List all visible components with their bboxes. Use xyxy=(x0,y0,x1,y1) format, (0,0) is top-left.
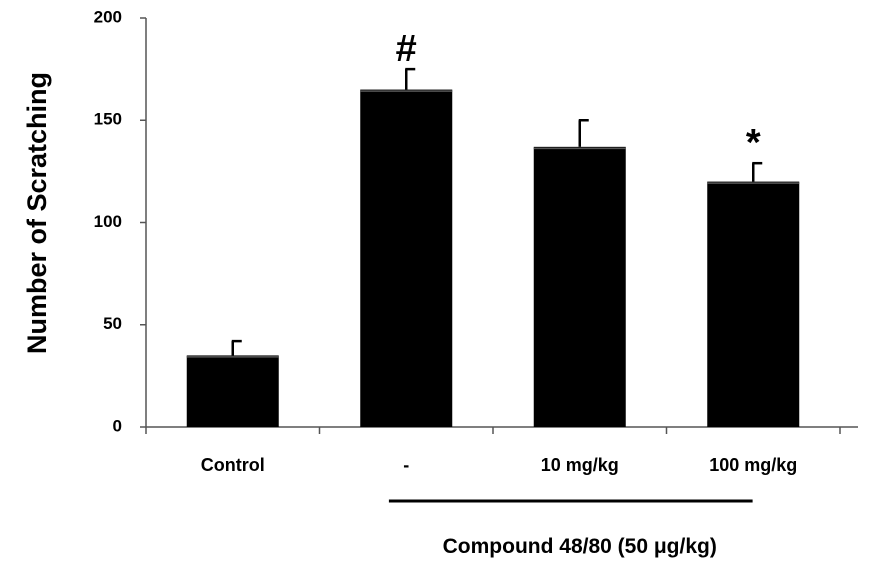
bar xyxy=(186,355,279,427)
bar xyxy=(707,181,800,427)
y-axis: 0 50 100 150 200 xyxy=(94,7,147,435)
significance-marker: * xyxy=(746,122,761,164)
error-bars xyxy=(231,67,763,356)
significance-marker: # xyxy=(396,28,417,70)
y-tick-label: 100 xyxy=(94,212,122,231)
significance-markers: #* xyxy=(396,28,761,164)
category-label: 100 mg/kg xyxy=(709,455,797,475)
group-bracket: Compound 48/80 (50 μg/kg) xyxy=(388,499,753,558)
category-label: 10 mg/kg xyxy=(541,455,619,475)
bar xyxy=(360,89,453,427)
category-label: Control xyxy=(201,455,265,475)
category-label: - xyxy=(403,455,409,475)
category-labels: Control - 10 mg/kg 100 mg/kg xyxy=(201,455,798,475)
y-tick-label: 50 xyxy=(103,314,122,333)
bar-series xyxy=(186,89,800,427)
y-tick-label: 0 xyxy=(113,416,122,435)
x-axis xyxy=(145,426,858,434)
y-axis-label: Number of Scratching xyxy=(22,72,52,354)
y-tick-label: 200 xyxy=(94,7,122,26)
group-bracket-label: Compound 48/80 (50 μg/kg) xyxy=(443,535,717,558)
y-tick-label: 150 xyxy=(94,110,122,129)
bar xyxy=(533,146,626,427)
